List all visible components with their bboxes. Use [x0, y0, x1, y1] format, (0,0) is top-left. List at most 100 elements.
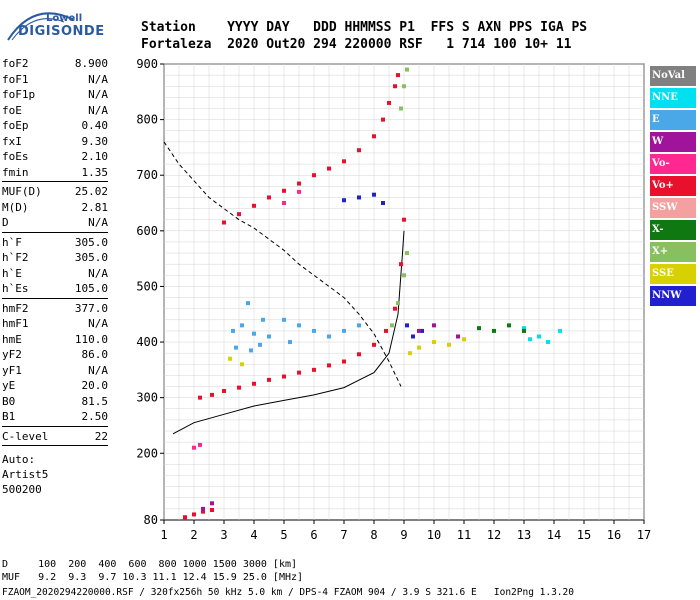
param-value: 8.900: [74, 57, 108, 70]
data-point-vo-: [267, 377, 271, 382]
param-key: yE: [2, 379, 16, 392]
param-key: B0: [2, 394, 16, 408]
data-point-x-: [492, 328, 496, 333]
y-tick-label: 900: [136, 57, 158, 71]
data-point-vo-: [282, 201, 286, 206]
data-point-e: [261, 317, 265, 322]
data-point-e: [282, 317, 286, 322]
x-tick-label: 7: [340, 528, 347, 542]
param-key: fmin: [2, 165, 29, 179]
data-point-e: [357, 323, 361, 328]
legend-item: NoVal: [650, 66, 696, 86]
param-value: 0.40: [81, 119, 109, 132]
data-point-vo-: [381, 117, 385, 122]
data-point-vo-: [399, 262, 403, 267]
legend-item: SSW: [650, 198, 696, 218]
parameter-list: foF2 8.900 foF1 N/A foF1p N/A foE N/A foEp 0.40 fx…: [2, 56, 108, 497]
param-key: h`F2: [2, 251, 29, 264]
data-point-w: [417, 328, 421, 333]
param-value: N/A: [88, 266, 108, 280]
data-point-sse: [240, 362, 244, 367]
data-point-vo-: [198, 395, 202, 400]
data-point-nnw: [411, 334, 415, 339]
line-muf: [163, 141, 402, 387]
param-row: h`E N/A: [2, 266, 108, 282]
data-point-x-: [402, 84, 406, 89]
param-key: h`F: [2, 235, 22, 249]
footer-muf-line: MUF 9.2 9.3 9.7 10.3 11.1 12.4 15.9 25.0…: [2, 572, 304, 583]
data-point-x-: [522, 328, 526, 333]
data-point-w: [210, 501, 214, 506]
param-value: 9.30: [81, 134, 109, 148]
data-point-vo-: [222, 388, 226, 393]
x-tick-label: 9: [400, 528, 407, 542]
data-point-nne: [528, 337, 532, 342]
data-point-w: [432, 323, 436, 328]
legend-item: NNW: [650, 286, 696, 306]
data-point-e: [327, 334, 331, 339]
data-point-e: [312, 328, 316, 333]
param-separator: [2, 297, 108, 299]
data-point-e: [297, 323, 301, 328]
param-row: B0 81.5: [2, 394, 108, 410]
auto-line: Artist5: [2, 468, 49, 481]
digisonde-logo: Lowell DIGISONDE: [4, 6, 104, 44]
data-point-e: [234, 345, 238, 350]
param-value: 2.81: [81, 200, 109, 214]
data-point-vo-: [201, 509, 205, 514]
param-separator: [2, 425, 108, 427]
param-value: N/A: [88, 103, 108, 117]
x-tick-label: 2: [190, 528, 197, 542]
y-tick-label: 300: [136, 391, 158, 405]
param-key: yF2: [2, 348, 22, 361]
x-tick-label: 1: [160, 528, 167, 542]
y-tick-label: 500: [136, 279, 158, 293]
data-point-vo-: [237, 385, 241, 390]
data-point-vo-: [357, 148, 361, 153]
param-key: foF1p: [2, 88, 36, 101]
data-point-x-: [396, 301, 400, 306]
param-value: 105.0: [74, 282, 108, 295]
data-point-w: [201, 506, 205, 511]
data-point-vo-: [372, 134, 376, 139]
x-tick-label: 15: [577, 528, 591, 542]
data-point-nne: [558, 328, 562, 333]
data-point-vo-: [282, 374, 286, 379]
data-point-sse: [408, 351, 412, 356]
data-point-vo-: [393, 84, 397, 89]
param-row: yF2 86.0: [2, 347, 108, 363]
data-point-sse: [228, 356, 232, 361]
x-tick-label: 14: [547, 528, 561, 542]
param-key: foF2: [2, 57, 29, 70]
data-point-sse: [462, 337, 466, 342]
header-line-2: Fortaleza 2020 Out20 294 220000 RSF 1 71…: [141, 37, 572, 52]
data-point-nne: [546, 340, 550, 345]
param-key: hmF2: [2, 301, 29, 315]
data-point-e: [288, 340, 292, 345]
data-point-vo-: [297, 370, 301, 375]
param-value: N/A: [88, 317, 108, 330]
param-key: D: [2, 216, 9, 229]
data-point-e: [249, 348, 253, 353]
data-point-nnw: [357, 195, 361, 200]
param-value: 25.02: [74, 185, 108, 198]
data-point-x-: [402, 273, 406, 278]
param-row: MUF(D) 25.02: [2, 184, 108, 200]
x-tick-label: 17: [637, 528, 651, 542]
data-point-vo-: [393, 306, 397, 311]
data-point-sse: [432, 340, 436, 345]
data-point-vo-: [297, 181, 301, 186]
data-point-vo-: [312, 367, 316, 372]
param-separator: [2, 445, 108, 446]
param-row: yF1 N/A: [2, 363, 108, 379]
data-point-vo-: [222, 220, 226, 225]
data-point-vo-: [327, 363, 331, 368]
y-tick-label: 800: [136, 113, 158, 127]
param-key: C-level: [2, 429, 49, 443]
param-value: 305.0: [74, 251, 108, 264]
param-row: h`Es 105.0: [2, 281, 108, 297]
data-point-e: [342, 328, 346, 333]
param-row: M(D) 2.81: [2, 200, 108, 216]
param-separator: [2, 181, 108, 182]
data-point-nne: [522, 326, 526, 331]
